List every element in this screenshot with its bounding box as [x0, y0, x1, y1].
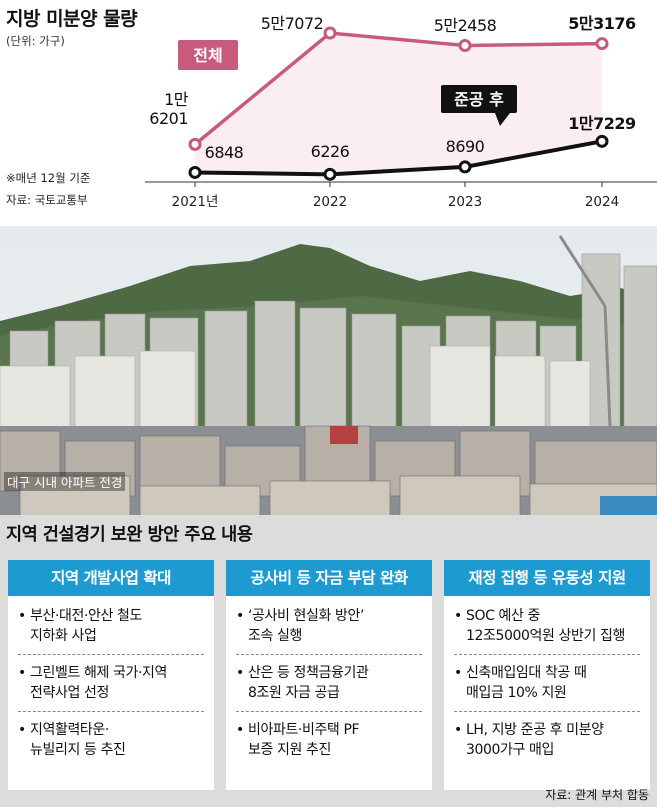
list-item: 그린벨트 해제 국가·지역 전략사업 선정	[18, 655, 204, 712]
legend-label-total: 전체	[193, 46, 222, 65]
data-label: 5만7072	[261, 14, 324, 33]
data-label: 5만2458	[434, 16, 497, 35]
column-body: SOC 예산 중 12조5000억원 상반기 집행 신축매입임대 착공 때 매입…	[444, 596, 650, 790]
column-body: 부산·대전·안산 철도 지하화 사업 그린벨트 해제 국가·지역 전략사업 선정…	[8, 596, 214, 790]
column-funding-relief: 공사비 등 자금 부담 완화 ‘공사비 현실화 방안’ 조속 실행 산은 등 정…	[226, 560, 432, 790]
list-item: 산은 등 정책금융기관 8조원 자금 공급	[236, 655, 422, 712]
data-label: 1만7229	[568, 114, 636, 133]
data-point	[595, 134, 609, 148]
chart-source: 자료: 국토교통부	[6, 193, 88, 207]
column-heading: 지역 개발사업 확대	[8, 560, 214, 596]
list-item: ‘공사비 현실화 방안’ 조속 실행	[236, 598, 422, 655]
chart-area: 2021년 2022 2023 2024 1만 6201 5만7072 5만2458 5만31…	[0, 0, 657, 226]
apartment-photo	[0, 226, 657, 542]
data-point	[458, 160, 472, 174]
x-tick-label: 2023	[448, 194, 482, 210]
list-item: 신축매입임대 착공 때 매입금 10% 지원	[454, 655, 640, 712]
column-body: ‘공사비 현실화 방안’ 조속 실행 산은 등 정책금융기관 8조원 자금 공급…	[226, 596, 432, 790]
chart-unit: (단위: 가구)	[6, 34, 65, 48]
data-label: 8690	[446, 137, 485, 156]
photo-caption: 대구 시내 아파트 전경	[4, 472, 126, 491]
data-point	[188, 137, 202, 151]
series-name-badge-total	[178, 40, 238, 70]
column-heading: 재정 집행 등 유동성 지원	[444, 560, 650, 596]
data-point	[323, 167, 337, 181]
chart-title: 지방 미분양 물량	[6, 8, 138, 30]
data-point	[595, 37, 609, 51]
data-point	[188, 165, 202, 179]
area-between-series	[195, 33, 602, 175]
list-item: 부산·대전·안산 철도 지하화 사업	[18, 598, 204, 655]
column-heading: 공사비 등 자금 부담 완화	[226, 560, 432, 596]
section-title: 지역 건설경기 보완 방안 주요 내용	[6, 525, 253, 545]
legend-label-completed: 준공 후	[454, 90, 504, 109]
data-point	[458, 39, 472, 53]
data-label: 6226	[311, 142, 350, 161]
callout-pointer	[495, 113, 510, 126]
data-label: 6848	[205, 143, 244, 162]
data-point	[323, 26, 337, 40]
data-label: 6201	[149, 109, 188, 128]
column-liquidity-support: 재정 집행 등 유동성 지원 SOC 예산 중 12조5000억원 상반기 집행…	[444, 560, 650, 790]
list-item: 비아파트·비주택 PF 보증 지원 추진	[236, 712, 422, 768]
list-item: LH, 지방 준공 후 미분양 3000가구 매입	[454, 712, 640, 768]
x-tick-label: 2021년	[172, 194, 219, 210]
data-label: 1만	[164, 90, 189, 109]
source-note: 자료: 관계 부처 합동	[545, 788, 649, 802]
data-label: 5만3176	[568, 14, 636, 33]
column-regional-development: 지역 개발사업 확대 부산·대전·안산 철도 지하화 사업 그린벨트 해제 국가…	[8, 560, 214, 790]
chart-footnote: ※매년 12월 기준	[6, 171, 91, 185]
series-line-completed	[194, 139, 603, 177]
list-item: SOC 예산 중 12조5000억원 상반기 집행	[454, 598, 640, 655]
x-tick-label: 2024	[585, 194, 619, 210]
x-tick-label: 2022	[313, 194, 347, 210]
list-item: 지역활력타운· 뉴빌리지 등 추진	[18, 712, 204, 768]
series-line-total	[193, 31, 603, 146]
series-name-badge-completed	[441, 85, 517, 113]
